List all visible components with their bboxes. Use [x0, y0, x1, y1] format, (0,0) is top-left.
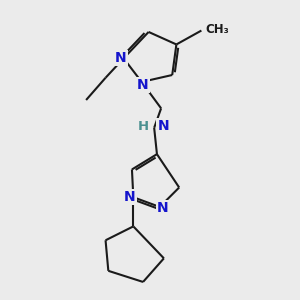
Text: N: N: [157, 201, 168, 215]
Text: CH₃: CH₃: [206, 23, 229, 36]
Text: N: N: [137, 78, 149, 92]
Text: H: H: [138, 120, 149, 133]
Text: N: N: [115, 51, 127, 65]
Text: N: N: [158, 119, 169, 134]
Text: N: N: [124, 190, 136, 204]
